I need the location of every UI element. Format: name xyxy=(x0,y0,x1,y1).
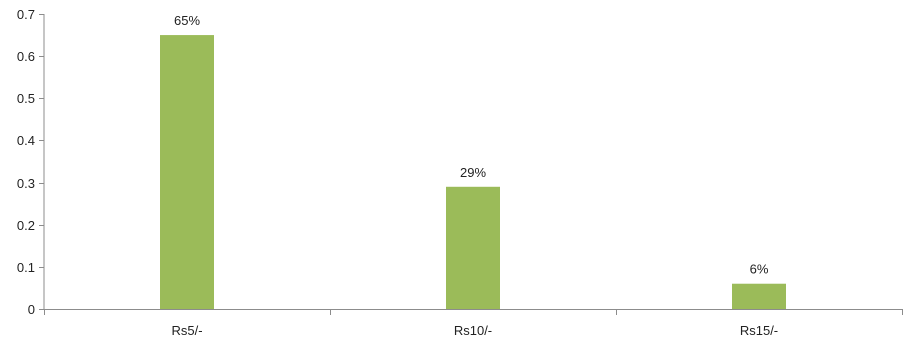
y-tick-label: 0.2 xyxy=(17,218,35,233)
bar-1 xyxy=(160,35,214,309)
y-axis: 0 0.1 0.2 0.3 0.4 0.5 0.6 0.7 xyxy=(17,7,45,317)
x-category-label: Rs10/- xyxy=(454,323,492,338)
bars xyxy=(160,35,786,309)
y-tick-label: 0 xyxy=(28,302,35,317)
x-category-label: Rs15/- xyxy=(740,323,778,338)
bar-data-label: 65% xyxy=(174,13,200,28)
y-tick-label: 0.5 xyxy=(17,91,35,106)
y-tick-label: 0.6 xyxy=(17,49,35,64)
bar-data-label: 29% xyxy=(460,165,486,180)
y-tick-label: 0.1 xyxy=(17,260,35,275)
bar-2 xyxy=(446,186,500,309)
x-category-label: Rs5/- xyxy=(171,323,202,338)
x-axis: Rs5/- Rs10/- Rs15/- xyxy=(44,309,903,338)
y-tick-label: 0.4 xyxy=(17,133,35,148)
data-labels: 65% 29% 6% xyxy=(174,13,769,277)
bar-3 xyxy=(732,283,786,309)
y-tick-label: 0.3 xyxy=(17,176,35,191)
bar-data-label: 6% xyxy=(750,262,769,277)
y-tick-label: 0.7 xyxy=(17,7,35,22)
